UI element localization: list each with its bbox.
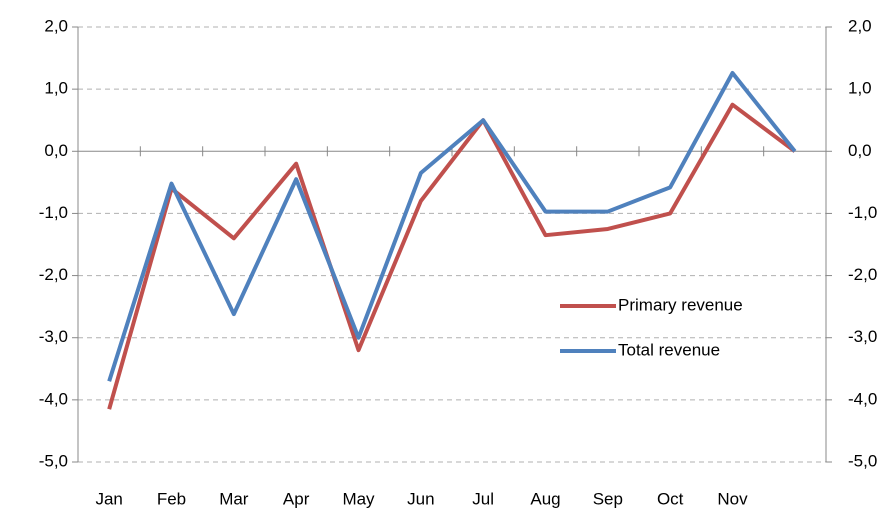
- y2-tick-label: 2,0: [848, 16, 872, 35]
- x-tick-label: Jul: [472, 489, 494, 508]
- y2-tick-label: -1,0: [848, 203, 877, 222]
- x-tick-label: Nov: [717, 489, 748, 508]
- series-line: [107, 70, 797, 382]
- y2-tick-label: 0,0: [848, 141, 872, 160]
- y-tick-label: 2,0: [44, 16, 68, 35]
- x-tick-label: Jan: [95, 489, 122, 508]
- y-tick-label: 0,0: [44, 141, 68, 160]
- y-tick-label: -5,0: [39, 451, 68, 470]
- y-tick-label: -3,0: [39, 327, 68, 346]
- x-tick-label: Jun: [407, 489, 434, 508]
- y-tick-label: -2,0: [39, 265, 68, 284]
- y-tick-label: -1,0: [39, 203, 68, 222]
- legend-label: Total revenue: [618, 340, 720, 359]
- x-tick-label: Sep: [593, 489, 623, 508]
- series-line: [107, 102, 797, 410]
- y2-tick-label: -2,0: [848, 265, 877, 284]
- y2-tick-label: -4,0: [848, 389, 877, 408]
- x-tick-label: Apr: [283, 489, 310, 508]
- legend-label: Primary revenue: [618, 295, 743, 314]
- y2-tick-label: 1,0: [848, 79, 872, 98]
- x-tick-label: Feb: [157, 489, 186, 508]
- x-tick-label: Mar: [219, 489, 249, 508]
- y-tick-label: 1,0: [44, 79, 68, 98]
- y2-tick-label: -5,0: [848, 451, 877, 470]
- y-tick-label: -4,0: [39, 389, 68, 408]
- x-tick-label: May: [342, 489, 375, 508]
- x-tick-label: Oct: [657, 489, 684, 508]
- y2-tick-label: -3,0: [848, 327, 877, 346]
- x-tick-label: Aug: [530, 489, 560, 508]
